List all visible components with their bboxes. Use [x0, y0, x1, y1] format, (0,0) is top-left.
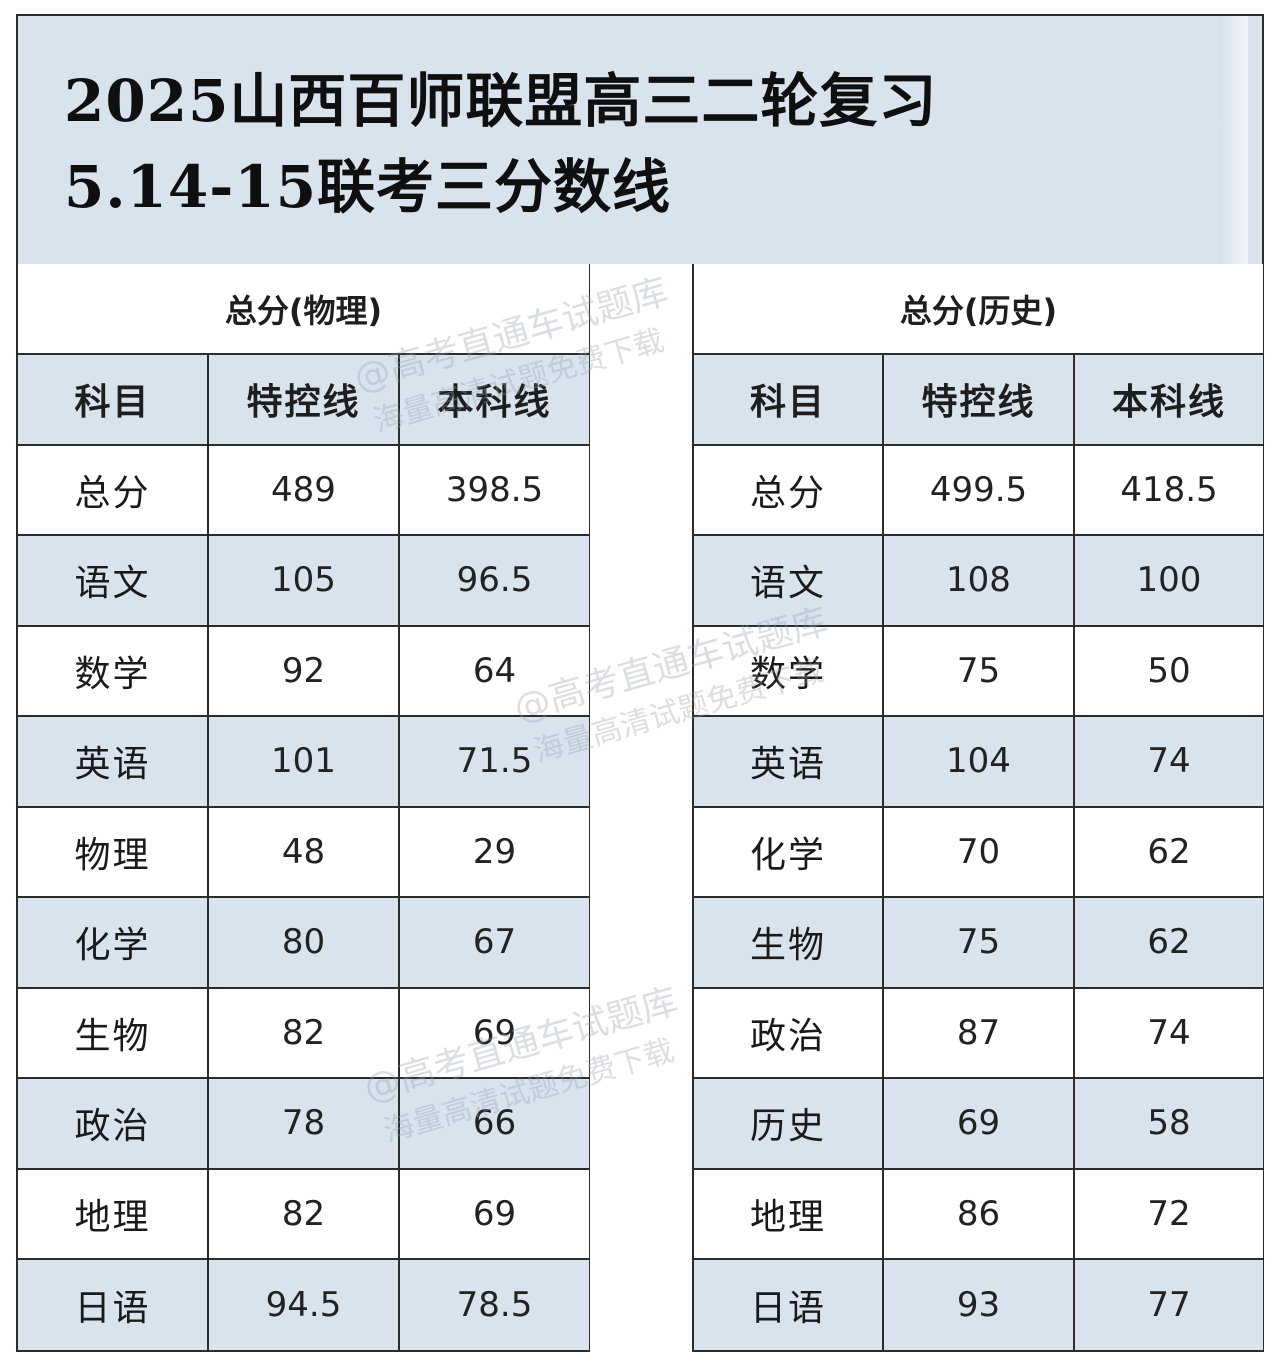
group-title: 总分(历史)	[691, 264, 1264, 355]
column-header: 特控线	[882, 353, 1075, 446]
table-row: 生物 75 62	[692, 896, 1264, 989]
special-line-cell: 108	[882, 534, 1075, 627]
special-line-cell: 80	[207, 896, 400, 989]
subject-cell: 地理	[18, 1167, 209, 1260]
special-line-cell: 101	[207, 715, 400, 808]
undergrad-line-cell: 418.5	[1072, 443, 1264, 536]
undergrad-line-cell: 74	[1072, 986, 1264, 1079]
undergrad-line-cell: 96.5	[397, 534, 592, 627]
table-row: 政治 87 74	[692, 986, 1264, 1079]
column-header: 本科线	[397, 353, 592, 446]
table-gap	[590, 264, 692, 1352]
edge-fade	[1222, 16, 1248, 264]
subject-cell: 生物	[18, 986, 209, 1079]
title-line-1: 2025山西百师联盟高三二轮复习	[64, 67, 938, 135]
undergrad-line-cell: 72	[1072, 1167, 1264, 1260]
undergrad-line-cell: 69	[397, 1167, 592, 1260]
subject-cell: 日语	[692, 1258, 884, 1350]
subject-cell: 语文	[692, 534, 884, 627]
undergrad-line-cell: 62	[1072, 805, 1264, 898]
column-header: 本科线	[1072, 353, 1264, 446]
table-row: 化学 80 67	[18, 896, 592, 989]
table-row: 英语 101 71.5	[18, 715, 592, 808]
header-row: 科目 特控线 本科线	[692, 353, 1264, 446]
undergrad-line-cell: 71.5	[397, 715, 592, 808]
undergrad-line-cell: 50	[1072, 624, 1264, 717]
special-line-cell: 75	[882, 896, 1075, 989]
special-line-cell: 92	[207, 624, 400, 717]
undergrad-line-cell: 100	[1072, 534, 1264, 627]
table-row: 历史 69 58	[692, 1077, 1264, 1170]
undergrad-line-cell: 62	[1072, 896, 1264, 989]
table-row: 生物 82 69	[18, 986, 592, 1079]
physics-table: 总分(物理) 科目 特控线 本科线 总分 489 398.5 语文 105 96.5 数学 92 64…	[18, 264, 592, 1350]
special-line-cell: 75	[882, 624, 1075, 717]
subject-cell: 英语	[18, 715, 209, 808]
undergrad-line-cell: 66	[397, 1077, 592, 1170]
table-row: 物理 48 29	[18, 805, 592, 898]
special-line-cell: 69	[882, 1077, 1075, 1170]
subject-cell: 语文	[18, 534, 209, 627]
subject-cell: 英语	[692, 715, 884, 808]
table-row: 日语 93 77	[692, 1258, 1264, 1350]
subject-cell: 政治	[18, 1077, 209, 1170]
group-title: 总分(物理)	[18, 264, 592, 355]
subject-cell: 物理	[18, 805, 209, 898]
score-sheet: 2025山西百师联盟高三二轮复习 5.14-15联考三分数线 总分(物理) 科目…	[16, 14, 1264, 1352]
undergrad-line-cell: 69	[397, 986, 592, 1079]
column-header: 科目	[18, 353, 209, 446]
subject-cell: 数学	[692, 624, 884, 717]
special-line-cell: 104	[882, 715, 1075, 808]
table-row: 地理 82 69	[18, 1167, 592, 1260]
header-row: 科目 特控线 本科线	[18, 353, 592, 446]
undergrad-line-cell: 398.5	[397, 443, 592, 536]
subject-cell: 化学	[692, 805, 884, 898]
undergrad-line-cell: 29	[397, 805, 592, 898]
title-line-2: 5.14-15联考三分数线	[64, 153, 672, 221]
undergrad-line-cell: 77	[1072, 1258, 1264, 1350]
special-line-cell: 93	[882, 1258, 1075, 1350]
table-row: 英语 104 74	[692, 715, 1264, 808]
undergrad-line-cell: 74	[1072, 715, 1264, 808]
special-line-cell: 489	[207, 443, 400, 536]
special-line-cell: 70	[882, 805, 1075, 898]
undergrad-line-cell: 58	[1072, 1077, 1264, 1170]
table-row: 数学 75 50	[692, 624, 1264, 717]
subject-cell: 历史	[692, 1077, 884, 1170]
special-line-cell: 82	[207, 1167, 400, 1260]
special-line-cell: 48	[207, 805, 400, 898]
table-row: 政治 78 66	[18, 1077, 592, 1170]
table-row: 化学 70 62	[692, 805, 1264, 898]
subject-cell: 生物	[692, 896, 884, 989]
special-line-cell: 87	[882, 986, 1075, 1079]
subject-cell: 地理	[692, 1167, 884, 1260]
title-banner: 2025山西百师联盟高三二轮复习 5.14-15联考三分数线	[18, 16, 1262, 266]
table-row: 语文 105 96.5	[18, 534, 592, 627]
table-row: 日语 94.5 78.5	[18, 1258, 592, 1350]
special-line-cell: 86	[882, 1167, 1075, 1260]
undergrad-line-cell: 67	[397, 896, 592, 989]
subject-cell: 日语	[18, 1258, 209, 1350]
subject-cell: 政治	[692, 986, 884, 1079]
subject-cell: 总分	[18, 443, 209, 536]
undergrad-line-cell: 78.5	[397, 1258, 592, 1350]
history-table: 总分(历史) 科目 特控线 本科线 总分 499.5 418.5 语文 108 100 数学 75 5…	[691, 264, 1264, 1350]
column-header: 特控线	[207, 353, 400, 446]
subject-cell: 总分	[692, 443, 884, 536]
special-line-cell: 82	[207, 986, 400, 1079]
table-row: 总分 499.5 418.5	[692, 443, 1264, 536]
table-row: 总分 489 398.5	[18, 443, 592, 536]
table-row: 地理 86 72	[692, 1167, 1264, 1260]
special-line-cell: 105	[207, 534, 400, 627]
special-line-cell: 499.5	[882, 443, 1075, 536]
column-header: 科目	[692, 353, 884, 446]
special-line-cell: 78	[207, 1077, 400, 1170]
undergrad-line-cell: 64	[397, 624, 592, 717]
subject-cell: 化学	[18, 896, 209, 989]
subject-cell: 数学	[18, 624, 209, 717]
special-line-cell: 94.5	[207, 1258, 400, 1350]
table-row: 数学 92 64	[18, 624, 592, 717]
table-row: 语文 108 100	[692, 534, 1264, 627]
